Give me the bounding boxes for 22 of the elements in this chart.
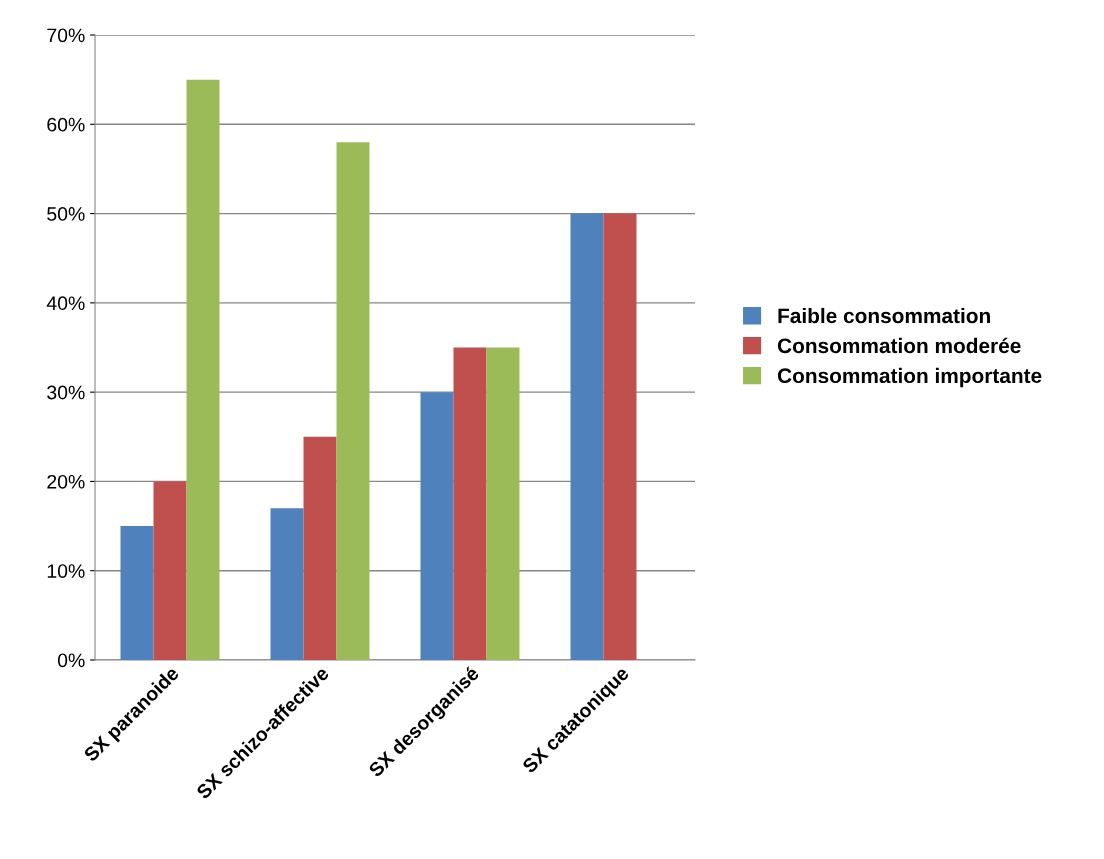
y-tick-label: 0%	[57, 653, 85, 668]
y-tick-label: 10%	[47, 564, 85, 578]
bar	[486, 347, 520, 660]
bar	[270, 508, 304, 660]
bar	[336, 142, 370, 660]
legend-label: Consommation importante	[777, 367, 1042, 388]
y-tick-label: 40%	[46, 296, 85, 311]
bar	[120, 526, 154, 660]
y-tick-label: 70%	[47, 28, 85, 43]
bar	[420, 392, 454, 660]
bar	[153, 481, 187, 660]
bar	[570, 213, 604, 660]
bar	[603, 213, 637, 660]
y-tick-label: 20%	[47, 474, 85, 489]
legend-label: Consommation moderée	[777, 337, 1021, 354]
bar	[303, 436, 337, 660]
y-tick-label: 60%	[47, 117, 85, 132]
y-tick-label: 30%	[47, 385, 85, 400]
y-tick-label: 50%	[47, 207, 85, 221]
bar	[186, 79, 220, 660]
legend-label: Faible consommation	[778, 307, 990, 324]
bar	[453, 347, 487, 660]
